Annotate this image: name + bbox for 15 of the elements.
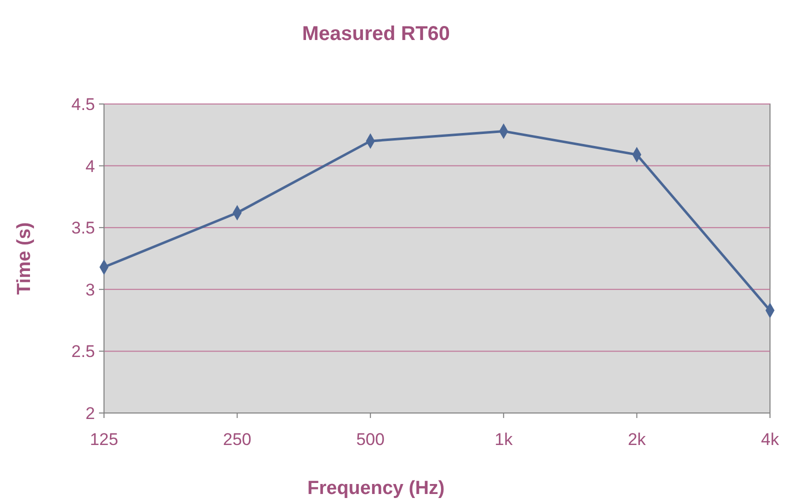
x-tick-label: 4k [761, 430, 780, 449]
y-tick-label: 3.5 [71, 218, 95, 238]
x-tick-label: 125 [90, 430, 118, 449]
y-tick-label: 4 [86, 156, 95, 176]
y-tick-label: 4.5 [71, 94, 95, 114]
x-tick-label: 2k [628, 430, 646, 449]
x-tick-label: 1k [494, 430, 514, 449]
chart-title: Measured RT60 [302, 23, 450, 45]
x-tick-label: 250 [223, 430, 252, 449]
y-tick-label: 3 [86, 280, 95, 300]
y-tick-label: 2 [86, 404, 95, 423]
x-axis-title: Frequency (Hz) [307, 478, 445, 499]
x-tick-label: 500 [356, 430, 385, 449]
y-tick-label: 2.5 [71, 342, 95, 362]
y-axis-title: Time (s) [14, 222, 35, 295]
